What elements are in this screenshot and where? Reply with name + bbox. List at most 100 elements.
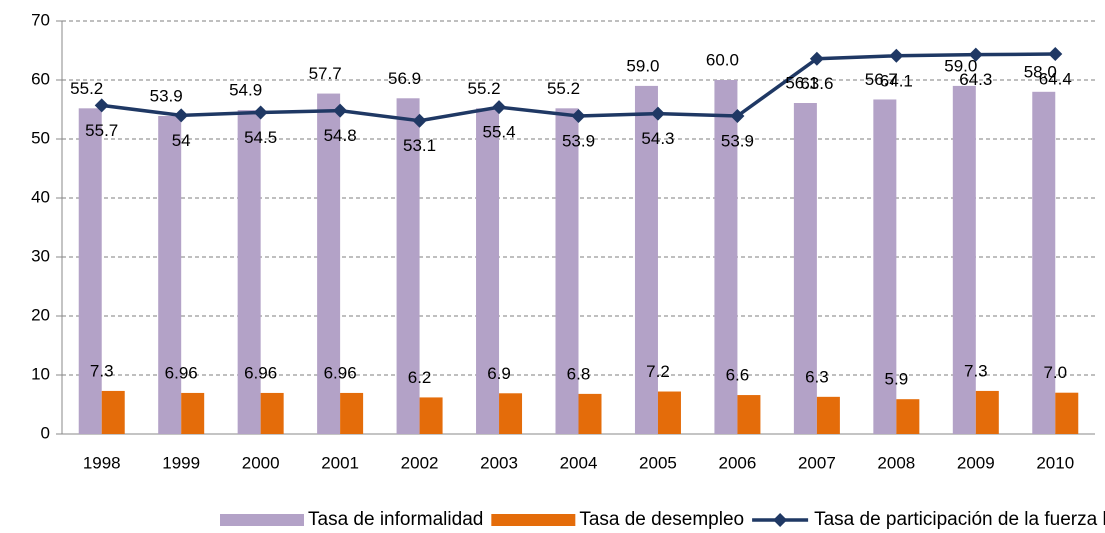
bar [975,390,999,434]
line-marker [571,108,586,123]
bar [634,85,658,435]
x-tick-label: 1998 [83,453,121,472]
x-tick-label: 2001 [321,453,359,472]
data-label: 63.6 [800,74,833,93]
data-label: 5.9 [885,370,909,389]
x-tick-label: 2009 [957,453,995,472]
data-label: 7.3 [964,361,988,380]
data-label: 57.7 [309,64,342,83]
line-marker [650,106,665,121]
line-marker [333,103,348,118]
x-tick-label: 2002 [401,453,439,472]
data-label: 6.6 [726,366,750,385]
data-label: 64.1 [880,71,913,90]
line-marker [1048,47,1063,62]
bar [340,392,364,434]
legend-swatch [491,514,576,526]
legend-label: Tasa de informalidad [308,509,483,530]
data-label: 54.5 [244,128,277,147]
data-label: 54.8 [324,126,357,145]
bar [793,103,817,434]
x-tick-label: 2003 [480,453,518,472]
legend-marker [773,513,788,527]
x-tick-label: 2004 [560,453,598,472]
bar [816,396,840,434]
data-label: 6.2 [408,368,432,387]
x-tick-label: 2006 [719,453,757,472]
y-tick-label: 40 [31,187,50,206]
x-tick-label: 2000 [242,453,280,472]
line-marker [889,48,904,63]
data-label: 6.9 [487,364,511,383]
data-label: 64.3 [959,70,992,89]
data-label: 53.1 [403,136,436,155]
bar [1055,392,1079,434]
y-tick-label: 20 [31,305,50,324]
data-label: 56.7 [865,70,898,89]
data-label: 59.0 [626,56,659,75]
x-tick-label: 2008 [877,453,915,472]
bar [396,98,420,434]
bar [499,393,523,434]
x-tick-label: 2007 [798,453,836,472]
line-marker [174,108,189,123]
bar [476,108,500,434]
bar [896,399,920,434]
data-label: 6.3 [805,367,829,386]
y-tick-label: 10 [31,364,50,383]
line-marker [253,105,268,120]
data-label: 7.0 [1043,363,1067,382]
y-tick-label: 60 [31,69,50,88]
data-label: 53.9 [721,131,754,150]
line-marker [94,98,109,113]
bar [101,390,125,434]
y-tick-label: 70 [31,10,50,29]
data-label: 53.9 [562,131,595,150]
data-label: 55.2 [467,79,500,98]
line-marker [968,47,983,62]
bar [714,80,738,434]
data-label: 55.2 [70,79,103,98]
line-marker [492,100,507,115]
data-label: 60.0 [706,50,739,69]
bar [158,115,182,435]
data-label: 58.0 [1024,62,1057,81]
data-label: 56.9 [388,69,421,88]
data-label: 59.0 [944,56,977,75]
legend-label: Tasa de desempleo [579,509,744,530]
data-label: 53.9 [150,86,183,105]
line-marker [412,113,427,128]
data-label: 55.2 [547,79,580,98]
data-label: 54 [172,131,191,150]
bar [419,397,443,434]
data-label: 7.2 [646,362,670,381]
data-label: 55.7 [85,121,118,140]
bar [657,391,681,434]
bar [78,108,102,434]
x-tick-label: 2005 [639,453,677,472]
bar [737,395,761,434]
bar [260,392,284,434]
y-tick-label: 0 [41,423,50,442]
bar [952,85,976,435]
bar [873,99,897,434]
data-label: 6.96 [324,363,357,382]
data-label: 54.9 [229,81,262,100]
bar [237,110,261,434]
data-label: 55.4 [482,123,515,142]
data-label: 7.3 [90,361,114,380]
x-tick-label: 1999 [162,453,200,472]
legend-label: Tasa de participación de la fuerza labor… [814,509,1105,530]
x-tick-label: 2010 [1036,453,1074,472]
y-tick-label: 30 [31,246,50,265]
line-marker [730,108,745,123]
data-label: 56.1 [785,73,818,92]
data-label: 6.96 [244,363,277,382]
line-marker [809,51,824,66]
legend-swatch [220,514,304,526]
data-label: 54.3 [641,129,674,148]
bar [555,108,579,434]
bar [181,392,205,434]
